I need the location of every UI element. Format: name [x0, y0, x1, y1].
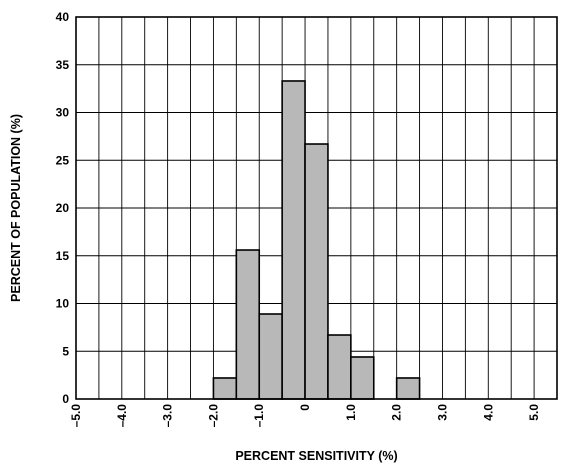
histogram-bar — [327, 334, 352, 400]
plot-frame — [75, 16, 558, 400]
histogram-bar — [235, 249, 261, 400]
x-tick-label: –2.0 — [206, 404, 220, 428]
histogram-bar — [350, 356, 375, 400]
x-tick-label: –4.0 — [115, 404, 129, 428]
y-tick-label: 20 — [56, 201, 70, 215]
histogram-bar — [281, 80, 306, 400]
x-tick-label: –3.0 — [161, 404, 175, 428]
y-axis-title: PERCENT OF POPULATION (%) — [9, 114, 23, 302]
x-tick-labels: –5.0 –4.0 –3.0 –2.0 –1.0 0 1.0 2.0 3.0 4.0 5.0 — [69, 404, 541, 428]
y-tick-label: 35 — [56, 58, 70, 72]
y-tick-label: 15 — [56, 249, 70, 263]
x-tick-label: 2.0 — [390, 404, 404, 421]
y-tick-label: 25 — [56, 153, 70, 167]
y-tick-labels: 0 5 10 15 20 25 30 35 40 — [56, 10, 70, 406]
x-tick-label: 0 — [298, 404, 312, 411]
x-tick-label: 3.0 — [435, 404, 449, 421]
x-tick-label: 1.0 — [344, 404, 358, 421]
histogram-bar — [212, 377, 238, 400]
y-tick-label: 30 — [56, 106, 70, 120]
y-tick-label: 10 — [56, 297, 70, 311]
x-tick-label: –1.0 — [252, 404, 266, 428]
y-tick-label: 5 — [62, 344, 69, 358]
bars — [212, 80, 421, 400]
x-tick-label: 5.0 — [527, 404, 541, 421]
y-tick-label: 0 — [62, 392, 69, 406]
y-tick-label: 40 — [56, 10, 70, 24]
histogram-bar — [395, 377, 421, 400]
x-axis-title: PERCENT SENSITIVITY (%) — [235, 449, 397, 463]
histogram-bar — [304, 143, 329, 400]
x-tick-label: 4.0 — [481, 404, 495, 421]
histogram-bar — [258, 313, 283, 400]
x-tick-label: –5.0 — [69, 404, 83, 428]
